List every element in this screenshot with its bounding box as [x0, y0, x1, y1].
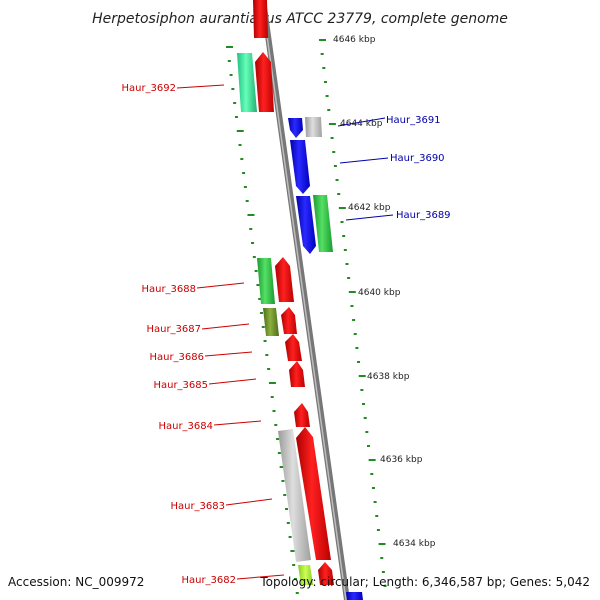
genome-stats-text: Topology: circular; Length: 6,346,587 bp… — [259, 575, 590, 589]
feature-haur-3688 — [275, 257, 294, 302]
kbp-label: 4644 kbp — [340, 119, 383, 129]
kbp-label: 4640 kbp — [358, 288, 401, 298]
feature-haur-3683-other — [278, 429, 311, 562]
feature-haur-3686 — [285, 334, 302, 361]
gene-label[interactable]: Haur_3683 — [170, 501, 225, 512]
backbone — [260, 0, 350, 600]
forward-features — [237, 0, 334, 585]
forward-gene-labels: Haur_3692 Haur_3688 Haur_3687 Haur_3686 … — [121, 83, 285, 586]
gene-label[interactable]: Haur_3686 — [149, 352, 204, 363]
feature-haur-3689-rna — [313, 195, 333, 252]
gene-label[interactable]: Haur_3682 — [181, 575, 236, 586]
feature-top-red — [253, 0, 268, 38]
feature-haur-3690 — [290, 140, 310, 194]
feature-haur-3692 — [255, 52, 274, 112]
tick-ring — [226, 39, 387, 594]
feature-haur-3691 — [288, 118, 303, 138]
feature-haur-3685 — [289, 361, 305, 387]
feature-haur-3684 — [294, 403, 310, 427]
feature-haur-3692-rna — [237, 53, 257, 112]
gene-label[interactable]: Haur_3684 — [158, 421, 213, 432]
feature-haur-3682-rna — [298, 565, 313, 585]
gene-label[interactable]: Haur_3688 — [141, 284, 196, 295]
gene-label[interactable]: Haur_3689 — [396, 210, 451, 221]
gene-label[interactable]: Haur_3687 — [146, 324, 201, 335]
gene-label[interactable]: Haur_3691 — [386, 115, 441, 126]
feature-haur-3683 — [296, 427, 331, 560]
feature-haur-3691-other — [305, 117, 322, 137]
feature-haur-3688-rna — [257, 258, 275, 304]
map-title: Herpetosiphon aurantiacus ATCC 23779, co… — [92, 11, 508, 27]
feature-haur-3689 — [296, 196, 316, 254]
reverse-gene-labels: Haur_3691 Haur_3690 Haur_3689 — [337, 115, 451, 221]
kbp-axis: 4646 kbp 4644 kbp 4642 kbp 4640 kbp 4638… — [333, 35, 436, 549]
gene-label[interactable]: Haur_3690 — [390, 153, 445, 164]
kbp-label: 4646 kbp — [333, 35, 376, 45]
gene-label[interactable]: Haur_3692 — [121, 83, 176, 94]
feature-haur-3687-other — [263, 308, 279, 336]
feature-bottom-blue — [346, 592, 363, 600]
reverse-features — [288, 117, 363, 600]
kbp-label: 4642 kbp — [348, 203, 391, 213]
kbp-label: 4638 kbp — [367, 372, 410, 382]
feature-haur-3682 — [318, 562, 334, 585]
accession-text: Accession: NC_009972 — [8, 575, 144, 589]
kbp-label: 4634 kbp — [393, 539, 436, 549]
kbp-label: 4636 kbp — [380, 455, 423, 465]
feature-haur-3687 — [281, 307, 297, 334]
gene-label[interactable]: Haur_3685 — [153, 380, 208, 391]
